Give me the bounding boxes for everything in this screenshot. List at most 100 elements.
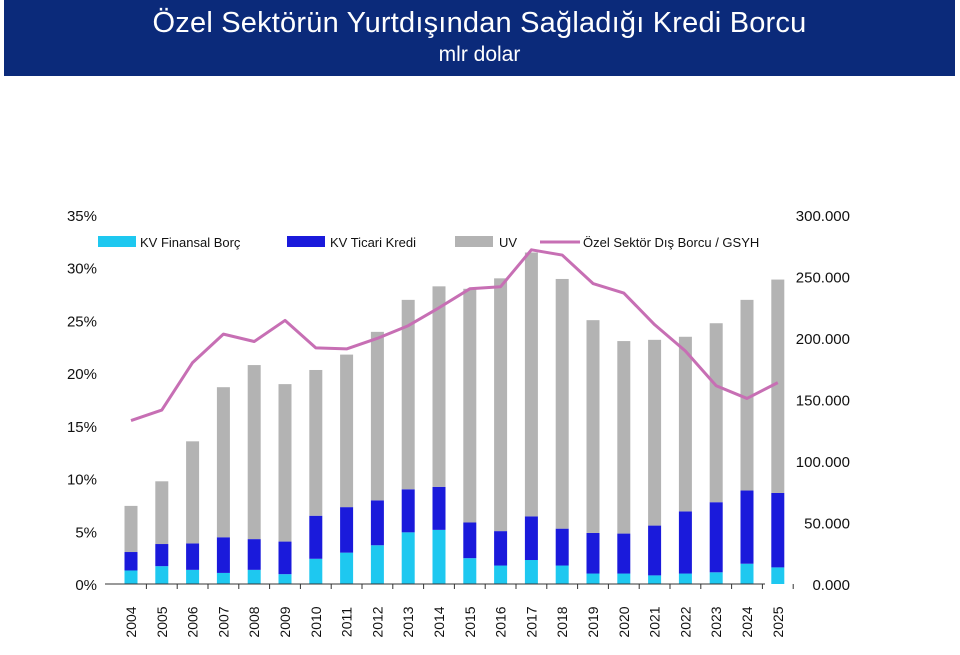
bar-segment	[771, 567, 785, 584]
bar-segment	[524, 252, 538, 517]
bar-segment	[709, 572, 723, 584]
bar-segment	[771, 492, 785, 568]
x-tick-label: 2013	[400, 606, 416, 637]
bar-segment	[186, 543, 200, 570]
bar-segment	[186, 569, 200, 584]
bar-segment	[648, 339, 662, 526]
bar-segment	[740, 299, 754, 491]
bar-segment	[186, 441, 200, 544]
bar-segment	[678, 573, 692, 584]
bar-segment	[555, 565, 569, 584]
legend-swatch	[455, 236, 493, 247]
y-right-tick-label: 50.000	[804, 516, 850, 533]
bar-segment	[432, 529, 446, 584]
x-tick-label: 2023	[708, 606, 724, 637]
x-tick-label: 2025	[770, 606, 786, 637]
legend-label: KV Finansal Borç	[140, 235, 241, 250]
bar-segment	[524, 560, 538, 584]
y-left-tick-label: 10%	[67, 472, 97, 489]
bar-segment	[247, 539, 261, 570]
x-tick-label: 2022	[677, 606, 693, 637]
bar-segment	[586, 573, 600, 584]
x-tick-label: 2007	[215, 606, 231, 637]
bar-segment	[555, 528, 569, 566]
bar-segment	[709, 323, 723, 503]
y-left-tick-label: 15%	[67, 419, 97, 436]
chart-subtitle: mlr dolar	[438, 43, 521, 66]
bar-segment	[216, 387, 230, 538]
bar-segment	[370, 545, 384, 584]
legend-swatch	[287, 236, 325, 247]
bar-segment	[124, 505, 138, 553]
x-tick-label: 2010	[308, 606, 324, 637]
x-tick-label: 2021	[647, 606, 663, 637]
bar-segment	[309, 558, 323, 584]
bar-segment	[278, 541, 292, 575]
bar-segment	[155, 544, 169, 567]
x-tick-label: 2005	[154, 606, 170, 637]
y-left-tick-label: 35%	[67, 208, 97, 225]
bar-segment	[463, 558, 477, 584]
x-tick-label: 2017	[523, 606, 539, 637]
ratio-line	[130, 248, 779, 423]
bar-segment	[432, 286, 446, 487]
bar-segment	[617, 533, 631, 574]
x-tick-label: 2008	[246, 606, 262, 637]
y-right-tick-label: 300.000	[796, 208, 850, 225]
bar-segment	[740, 490, 754, 564]
y-right-tick-label: 0.000	[812, 577, 850, 594]
bar-segment	[401, 532, 415, 584]
legend-swatch	[98, 236, 136, 247]
bar-segment	[155, 481, 169, 545]
bar-segment	[340, 552, 354, 584]
bar-segment	[278, 574, 292, 584]
bar-segment	[678, 511, 692, 574]
bar-segment	[124, 552, 138, 571]
bar-segment	[247, 569, 261, 584]
x-tick-label: 2024	[739, 606, 755, 637]
bar-segment	[432, 486, 446, 530]
x-tick-label: 2015	[462, 606, 478, 637]
bar-segment	[216, 572, 230, 584]
legend-label: KV Ticari Kredi	[330, 235, 416, 250]
bar-segment	[648, 575, 662, 584]
x-tick-label: 2016	[493, 606, 509, 637]
x-tick-label: 2006	[185, 606, 201, 637]
x-tick-label: 2018	[554, 606, 570, 637]
bar-segment	[463, 522, 477, 559]
bar-segment	[370, 500, 384, 546]
bar-segment	[494, 531, 508, 566]
bar-segment	[586, 320, 600, 533]
bar-segment	[771, 279, 785, 493]
bar-segment	[709, 502, 723, 573]
bar-segment	[494, 565, 508, 584]
bar-segment	[463, 288, 477, 523]
bar-segment	[155, 566, 169, 584]
x-tick-label: 2009	[277, 606, 293, 637]
x-tick-label: 2012	[369, 606, 385, 637]
bar-segment	[586, 532, 600, 574]
bar-segment	[401, 299, 415, 490]
x-tick-label: 2019	[585, 606, 601, 637]
header-banner: Özel Sektörün Yurtdışından Sağladığı Kre…	[4, 0, 955, 76]
bar-segment	[617, 573, 631, 584]
bar-segment	[740, 563, 754, 584]
bar-segment	[247, 365, 261, 540]
chart-title: Özel Sektörün Yurtdışından Sağladığı Kre…	[152, 7, 807, 39]
legend-label: Özel Sektör Dış Borcu / GSYH	[583, 235, 759, 250]
bar-segment	[524, 516, 538, 561]
y-left-tick-label: 20%	[67, 366, 97, 383]
bar-segment	[216, 537, 230, 573]
y-right-tick-label: 250.000	[796, 270, 850, 287]
y-right-tick-label: 150.000	[796, 393, 850, 410]
y-left-tick-label: 5%	[75, 524, 97, 541]
legend-label: UV	[499, 235, 517, 250]
bar-segment	[340, 354, 354, 508]
x-tick-label: 2004	[123, 606, 139, 637]
x-tick-label: 2014	[431, 606, 447, 637]
bar-segment	[617, 341, 631, 534]
y-left-tick-label: 30%	[67, 261, 97, 278]
bar-segment	[309, 369, 323, 516]
bar-segment	[401, 489, 415, 533]
